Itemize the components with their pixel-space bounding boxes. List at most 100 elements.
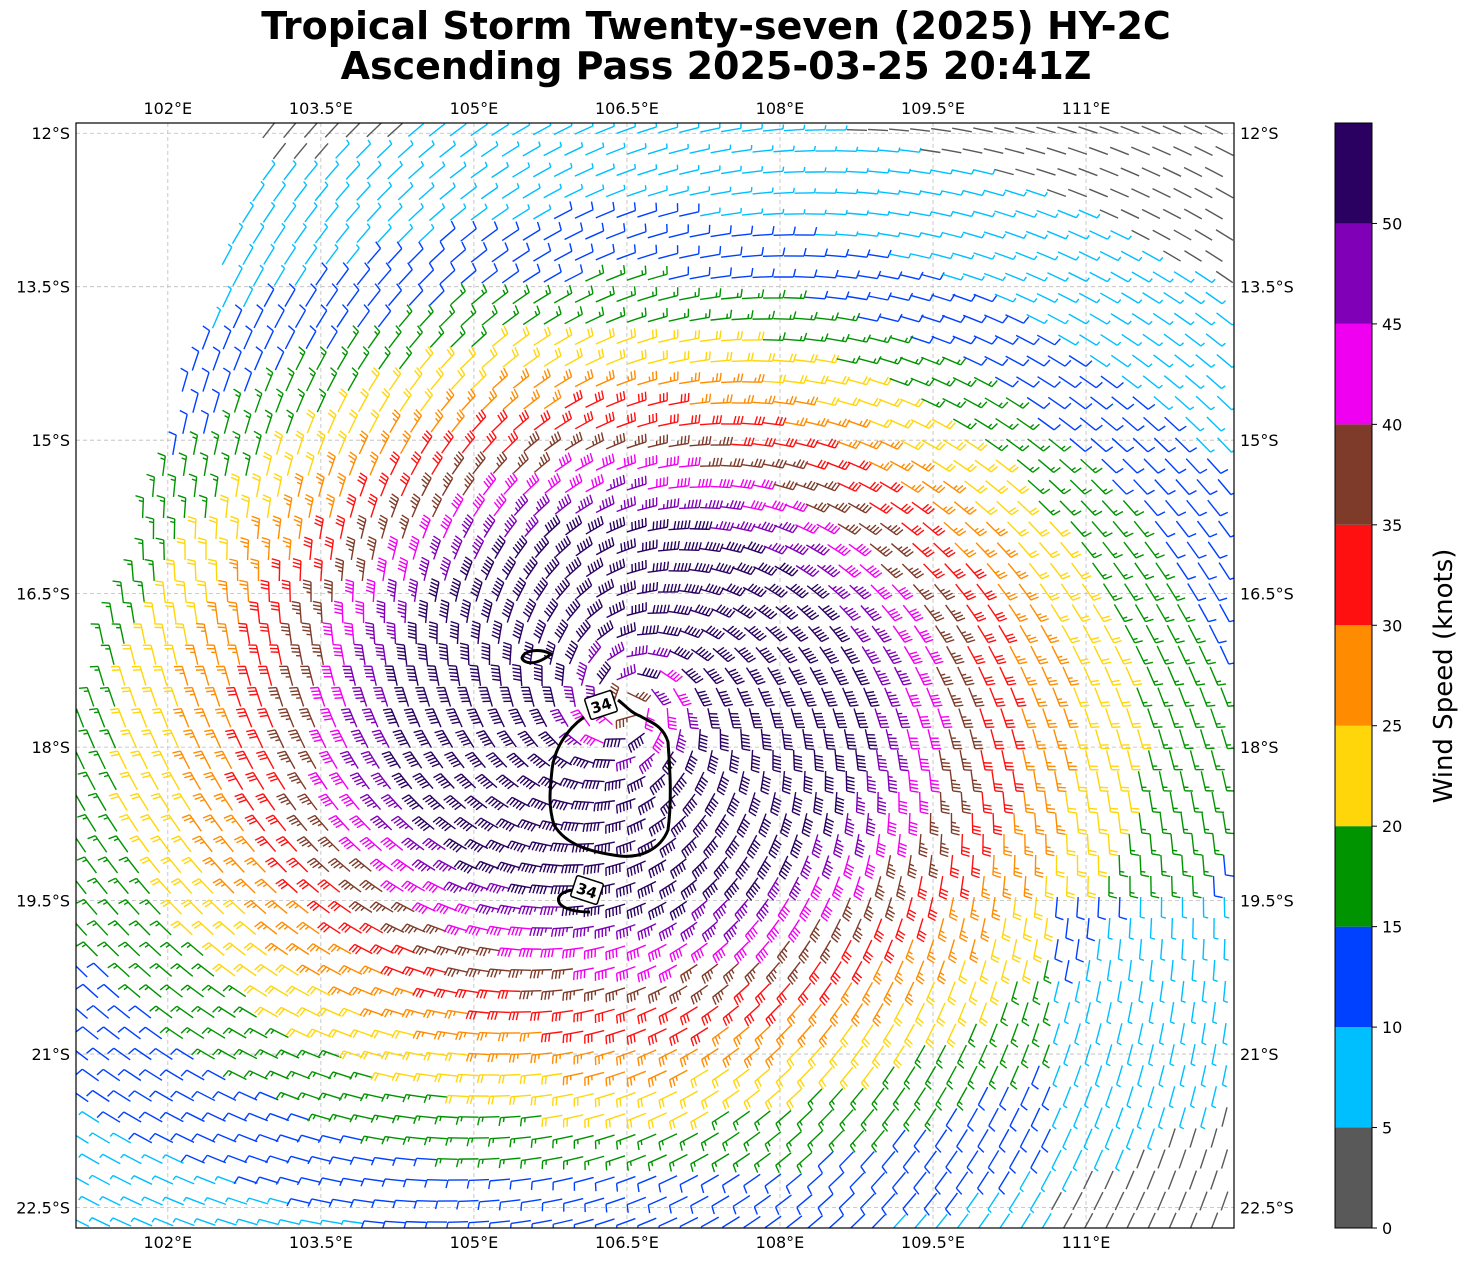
wind-barb [499,1075,521,1084]
wind-barb [435,1116,457,1124]
wind-barb [1003,876,1011,899]
wind-barb [639,754,654,774]
wind-barb [992,771,1003,792]
wind-barb [429,162,444,179]
wind-barb [732,479,755,488]
wind-barb [763,417,786,426]
wind-barb [544,264,561,282]
wind-barb [286,944,309,955]
wind-barb [680,1217,698,1234]
wind-barb [901,440,924,449]
lon-tick-top-2: 105°E [450,99,499,118]
wind-barb [1127,709,1142,728]
wind-barb [465,752,485,767]
wind-barb [1172,876,1181,898]
wind-barb [821,898,832,921]
wind-barb [481,221,497,240]
wind-barb [150,964,172,977]
wind-barb [587,599,602,619]
wind-barb [753,396,776,404]
colorbar-tick-label-10: 50 [1382,214,1402,233]
wind-barb [286,986,309,996]
wind-barb [181,942,203,955]
wind-barb [316,473,324,496]
wind-barb [637,371,656,385]
wind-barb [960,750,972,770]
wind-barb [937,667,954,685]
wind-barb [803,729,815,749]
wind-barb [924,564,945,578]
lon-tick-top-1: 103.5°E [289,99,353,118]
wind-barb [753,188,773,194]
wind-barb [895,961,903,984]
wind-barb [336,182,349,201]
wind-barb [326,494,334,517]
wind-barb [534,410,550,430]
wind-barb [850,1215,864,1236]
wind-barb [131,709,146,728]
wind-barb [723,1006,739,1026]
wind-barb [163,688,178,707]
wind-barb [1036,127,1055,133]
wind-barb [570,757,593,769]
wind-barb [382,752,401,769]
wind-barb [947,1066,957,1089]
wind-barb [1201,1107,1206,1128]
wind-barb [606,433,624,449]
lon-tick-bottom-2: 105°E [450,1233,499,1252]
wind-barb [794,750,803,772]
wind-barb [906,688,922,707]
wind-barb [1140,855,1149,877]
wind-barb [857,792,865,814]
wind-barb [205,688,220,707]
wind-barb [455,989,478,998]
wind-barb [230,516,238,539]
wind-barb [423,882,446,893]
wind-barb [1159,771,1171,791]
wind-barb [234,1177,257,1184]
wind-barb [585,223,603,239]
wind-barb [617,538,636,553]
wind-barb [423,795,445,809]
wind-barb [852,1004,863,1027]
wind-barb [366,579,375,602]
wind-barb [1164,293,1184,304]
wind-barb [715,814,728,837]
wind-barb [977,1214,989,1234]
wind-barb [816,313,839,321]
wind-barb [340,751,358,768]
wind-barb [907,729,920,749]
wind-barb [1148,709,1163,728]
wind-barb [289,688,304,707]
wind-barb [627,861,645,877]
wind-barb [863,982,873,1005]
wind-barb [1223,1023,1227,1044]
wind-barb [1132,355,1152,367]
wind-barb [850,585,871,599]
wind-barb [879,190,900,194]
wind-barb [550,709,568,726]
wind-barb [956,584,976,600]
wind-barb [909,771,919,792]
wind-barb [669,144,688,154]
wind-barb [996,419,1019,430]
wind-barb [510,1221,531,1232]
wind-barb [444,882,467,893]
wind-barb [483,473,495,495]
wind-barb [108,1091,131,1102]
wind-barb [161,857,181,872]
wind-barb [679,123,698,132]
wind-barb [1178,646,1195,664]
wind-barb [692,858,706,879]
wind-barb [97,942,118,956]
wind-barb [1143,293,1163,304]
wind-barb [565,222,583,239]
wind-barb [297,1178,320,1185]
wind-barb [1206,334,1225,346]
wind-barb [910,129,930,131]
wind-barb [226,1198,247,1204]
wind-barb [144,602,155,622]
wind-barb [274,265,284,285]
wind-barb [213,1007,236,1018]
wind-barb [1211,750,1224,769]
